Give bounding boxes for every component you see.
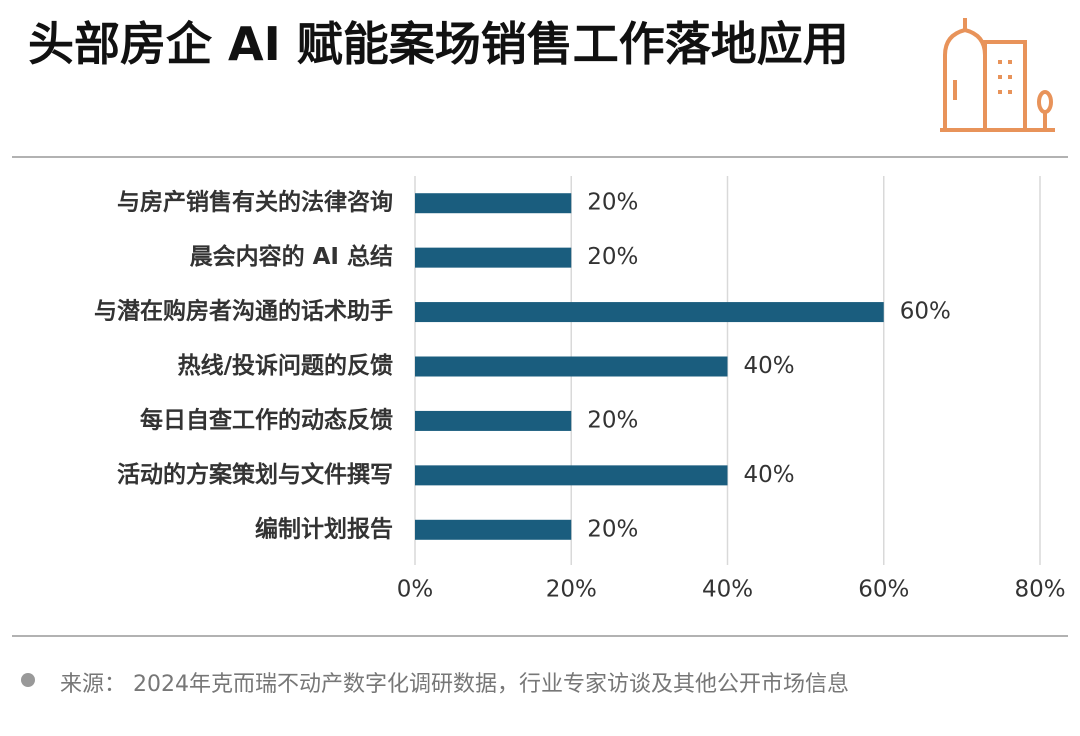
category-label: 与房产销售有关的法律咨询 (117, 189, 393, 216)
category-label: 与潜在购房者沟通的话术助手 (94, 298, 393, 325)
category-label: 每日自查工作的动态反馈 (140, 406, 393, 433)
category-label: 编制计划报告 (255, 515, 393, 542)
bar (415, 465, 728, 486)
bar (415, 356, 728, 377)
x-tick-label: 80% (1014, 577, 1065, 603)
source: 来源： 2024年克而瑞不动产数字化调研数据，行业专家访谈及其他公开市场信息 (60, 672, 849, 697)
value-label: 20% (587, 190, 638, 216)
chart-title: 头部房企 AI 赋能案场销售工作落地应用 (28, 17, 849, 71)
category-label: 活动的方案策划与文件撰写 (117, 461, 393, 488)
building-icon (940, 18, 1055, 132)
value-label: 40% (744, 353, 795, 379)
x-tick-label: 0% (397, 577, 434, 603)
bar (415, 519, 572, 540)
source-dot (21, 673, 35, 687)
category-label: 晨会内容的 AI 总结 (190, 243, 393, 270)
x-tick-label: 60% (858, 577, 909, 603)
bar (415, 302, 884, 323)
value-label: 60% (900, 299, 951, 325)
value-label: 20% (587, 516, 638, 542)
value-label: 20% (587, 244, 638, 270)
value-label: 40% (744, 462, 795, 488)
value-label: 20% (587, 407, 638, 433)
category-label: 热线/投诉问题的反馈 (178, 352, 393, 379)
bar (415, 247, 572, 268)
bar (415, 193, 572, 214)
x-tick-label: 20% (546, 577, 597, 603)
x-tick-label: 40% (702, 577, 753, 603)
bar (415, 410, 572, 431)
